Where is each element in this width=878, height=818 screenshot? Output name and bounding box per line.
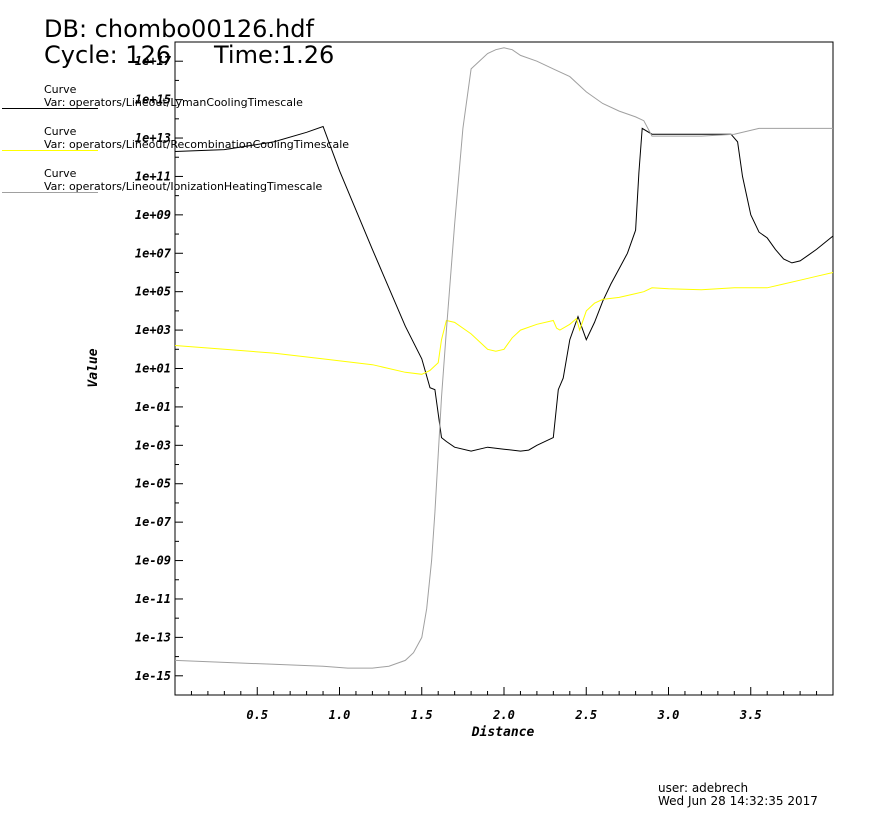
x-tick-label: 3.5	[739, 708, 762, 722]
legend-title-recombination: Curve	[44, 125, 77, 138]
timestamp-label: Wed Jun 28 14:32:35 2017	[658, 794, 818, 808]
legend-label-recombination: Var: operators/Lineout/RecombinationCool…	[44, 138, 350, 151]
x-tick-label: 1.0	[329, 708, 351, 722]
y-tick-label: 1e-05	[135, 477, 171, 491]
x-tick-label: 2.0	[492, 708, 515, 722]
y-tick-label: 1e+01	[135, 362, 171, 376]
user-label: user: adebrech	[658, 781, 749, 795]
cycle-label: Cycle: 126	[44, 41, 172, 69]
series-line-ionization	[174, 47, 833, 669]
legend-title-lyman: Curve	[44, 83, 77, 96]
database-title: DB: chombo00126.hdf	[44, 15, 314, 43]
y-tick-label: 1e+09	[135, 208, 171, 222]
y-tick-label: 1e+11	[135, 169, 171, 183]
series-line-recombination	[174, 272, 834, 375]
legend-title-ionization: Curve	[44, 167, 77, 180]
x-tick-label: 3.0	[657, 708, 680, 722]
y-tick-label: 1e+03	[135, 323, 171, 337]
axis-ticks: 0.5 1.0 1.5 2.0 2.5 3.0 3.5 1e-15 1e-13 1e-11 1e-0…	[135, 54, 818, 722]
y-tick-label: 1e-07	[135, 515, 172, 529]
y-tick-label: 1e+15	[135, 93, 171, 107]
legend-swatch-ionization	[2, 192, 98, 193]
y-tick-label: 1e-13	[135, 630, 171, 644]
series-layer	[174, 47, 834, 669]
y-tick-label: 1e+05	[135, 285, 171, 299]
x-tick-label: 0.5	[246, 708, 268, 722]
x-axis-label: Distance	[471, 725, 535, 740]
x-tick-label: 2.5	[574, 708, 597, 722]
x-tick-label: 1.5	[411, 708, 433, 722]
y-tick-label: 1e-11	[135, 592, 171, 606]
y-tick-label: 1e+17	[135, 54, 172, 68]
y-tick-label: 1e-03	[135, 438, 171, 452]
series-line-lyman	[174, 125, 834, 452]
time-label: Time:1.26	[214, 41, 335, 69]
y-tick-label: 1e-09	[135, 554, 171, 568]
y-axis-label: Value	[86, 348, 101, 387]
y-tick-label: 1e+07	[135, 246, 172, 260]
y-tick-label: 1e-01	[135, 400, 171, 414]
legend-label-lyman: Var: operators/Lineout/LymanCoolingTimes…	[44, 96, 303, 109]
legend-label-ionization: Var: operators/Lineout/IonizationHeating…	[44, 180, 323, 193]
legend-swatch-lyman	[2, 108, 98, 109]
y-tick-label: 1e+13	[135, 131, 171, 145]
y-tick-label: 1e-15	[135, 669, 171, 683]
legend-swatch-recombination	[2, 150, 98, 151]
